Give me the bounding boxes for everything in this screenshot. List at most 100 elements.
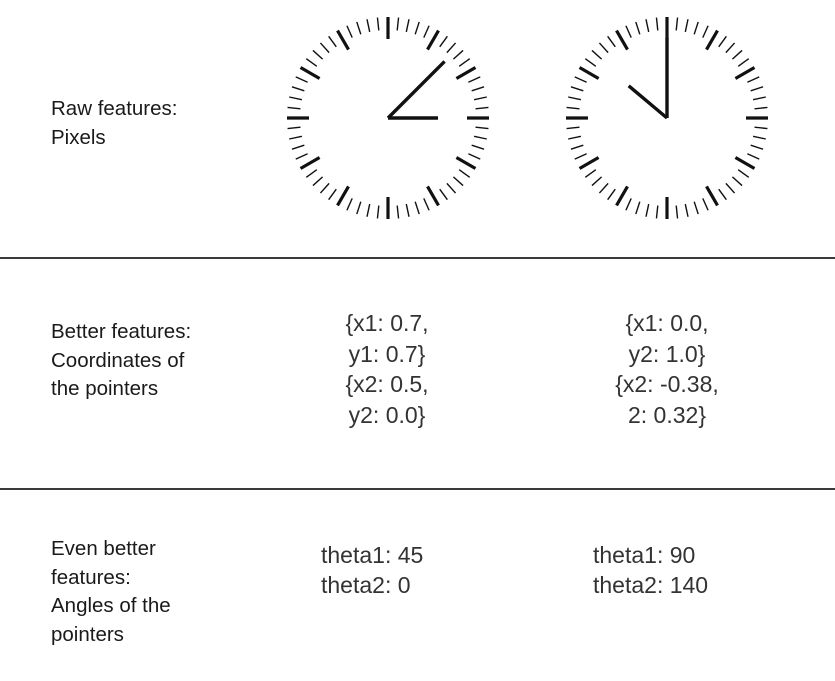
minute-tick-mark xyxy=(452,176,464,187)
minute-tick-mark xyxy=(295,153,308,160)
coord-line: {x1: 0.7, xyxy=(345,310,429,336)
minute-tick-mark xyxy=(737,169,750,178)
minute-tick-mark xyxy=(414,201,420,215)
hour-tick-mark xyxy=(455,156,477,170)
label-line: pointers xyxy=(51,622,124,646)
minute-tick-mark xyxy=(396,17,400,31)
minute-tick-mark xyxy=(702,198,709,211)
minute-tick-mark xyxy=(287,126,301,130)
minute-tick-mark xyxy=(645,203,650,217)
angles-right: theta1: 90 theta2: 140 xyxy=(593,540,708,600)
minute-tick-mark xyxy=(584,169,597,178)
minute-tick-mark xyxy=(471,86,485,92)
minute-tick-mark xyxy=(750,144,764,150)
minute-tick-mark xyxy=(574,153,587,160)
minute-tick-mark xyxy=(737,58,750,67)
minute-tick-mark xyxy=(675,17,679,31)
minute-tick-mark xyxy=(566,126,580,130)
minute-tick-mark xyxy=(439,188,448,201)
row-label-raw-features: Raw features: Pixels xyxy=(51,95,177,152)
minute-tick-mark xyxy=(747,153,760,160)
minute-tick-mark xyxy=(718,188,727,201)
minute-tick-mark xyxy=(625,198,632,211)
minute-tick-mark xyxy=(570,86,584,92)
angle-line: theta2: 140 xyxy=(593,572,709,598)
angle-line: theta1: 90 xyxy=(593,542,696,568)
minute-tick-mark xyxy=(574,76,587,83)
minute-tick-mark xyxy=(607,188,616,201)
label-line: Raw features: xyxy=(51,97,178,120)
hour-tick-mark xyxy=(336,185,350,207)
coord-line: {x1: 0.0, xyxy=(625,310,709,336)
hour-tick-mark xyxy=(336,29,350,51)
minute-tick-mark xyxy=(366,19,371,33)
hour-tick-mark xyxy=(578,156,600,170)
minute-tick-mark xyxy=(346,198,353,211)
minute-tick-mark xyxy=(356,201,362,215)
minute-tick-mark xyxy=(446,42,457,54)
angles-left: theta1: 45 theta2: 0 xyxy=(321,540,423,600)
minute-tick-mark xyxy=(423,25,430,38)
minute-tick-mark xyxy=(446,182,457,194)
minute-tick-mark xyxy=(396,205,400,219)
row-label-even-better-features: Even better features: Angles of the poin… xyxy=(51,535,171,649)
minute-tick-mark xyxy=(747,76,760,83)
minute-tick-mark xyxy=(405,203,410,217)
angle-line: theta2: 0 xyxy=(321,572,411,598)
hour-tick-mark xyxy=(299,156,321,170)
clock-hand-2 xyxy=(627,84,669,120)
clock-hand-1 xyxy=(386,60,446,120)
hour-tick-mark xyxy=(299,66,321,80)
divider-top xyxy=(0,257,835,259)
minute-tick-mark xyxy=(475,126,489,130)
minute-tick-mark xyxy=(591,49,603,60)
minute-tick-mark xyxy=(584,58,597,67)
minute-tick-mark xyxy=(566,106,580,110)
minute-tick-mark xyxy=(655,17,659,31)
minute-tick-mark xyxy=(693,21,699,35)
minute-tick-mark xyxy=(439,35,448,48)
minute-tick-mark xyxy=(752,135,766,140)
minute-tick-mark xyxy=(475,106,489,110)
minute-tick-mark xyxy=(305,58,318,67)
hour-tick-mark xyxy=(615,185,629,207)
minute-tick-mark xyxy=(625,25,632,38)
coord-line: y1: 0.7} xyxy=(348,340,426,367)
minute-tick-mark xyxy=(458,58,471,67)
minute-tick-mark xyxy=(312,176,324,187)
minute-tick-mark xyxy=(319,182,330,194)
minute-tick-mark xyxy=(607,35,616,48)
minute-tick-mark xyxy=(655,205,659,219)
minute-tick-mark xyxy=(718,35,727,48)
minute-tick-mark xyxy=(312,49,324,60)
row-label-better-features: Better features: Coordinates of the poin… xyxy=(51,318,191,404)
minute-tick-mark xyxy=(598,42,609,54)
minute-tick-mark xyxy=(295,76,308,83)
minute-tick-mark xyxy=(423,198,430,211)
minute-tick-mark xyxy=(568,135,582,140)
minute-tick-mark xyxy=(684,203,689,217)
hour-tick-mark xyxy=(734,156,756,170)
minute-tick-mark xyxy=(376,17,380,31)
minute-tick-mark xyxy=(645,19,650,33)
minute-tick-mark xyxy=(635,21,641,35)
minute-tick-mark xyxy=(468,76,481,83)
minute-tick-mark xyxy=(346,25,353,38)
minute-tick-mark xyxy=(468,153,481,160)
minute-tick-mark xyxy=(731,49,743,60)
minute-tick-mark xyxy=(287,106,301,110)
minute-tick-mark xyxy=(754,126,768,130)
label-line: Coordinates of xyxy=(51,348,185,372)
minute-tick-mark xyxy=(471,144,485,150)
label-line: Pixels xyxy=(51,125,106,149)
minute-tick-mark xyxy=(568,96,582,101)
minute-tick-mark xyxy=(405,19,410,33)
label-line: the pointers xyxy=(51,377,159,400)
minute-tick-mark xyxy=(473,96,487,101)
hour-tick-mark xyxy=(455,66,477,80)
coord-line: {x2: -0.38, xyxy=(615,371,719,397)
minute-tick-mark xyxy=(305,169,318,178)
minute-tick-mark xyxy=(684,19,689,33)
coord-line: y2: 1.0} xyxy=(628,340,706,367)
minute-tick-mark xyxy=(458,169,471,178)
